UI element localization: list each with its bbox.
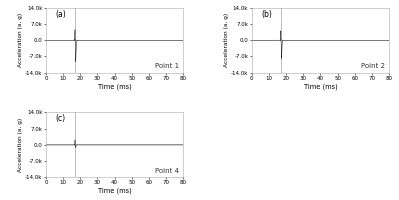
- Text: Point 1: Point 1: [155, 63, 179, 69]
- X-axis label: Time (ms): Time (ms): [304, 83, 337, 90]
- Text: (b): (b): [261, 10, 272, 19]
- Y-axis label: Acceleration (a, g): Acceleration (a, g): [224, 13, 229, 67]
- Y-axis label: Acceleration (a, g): Acceleration (a, g): [18, 118, 23, 172]
- Y-axis label: Acceleration (a, g): Acceleration (a, g): [18, 13, 23, 67]
- X-axis label: Time (ms): Time (ms): [98, 83, 131, 90]
- Text: (c): (c): [55, 114, 65, 123]
- Text: Point 4: Point 4: [155, 168, 179, 174]
- Text: (a): (a): [55, 10, 66, 19]
- X-axis label: Time (ms): Time (ms): [98, 188, 131, 194]
- Text: Point 2: Point 2: [361, 63, 385, 69]
